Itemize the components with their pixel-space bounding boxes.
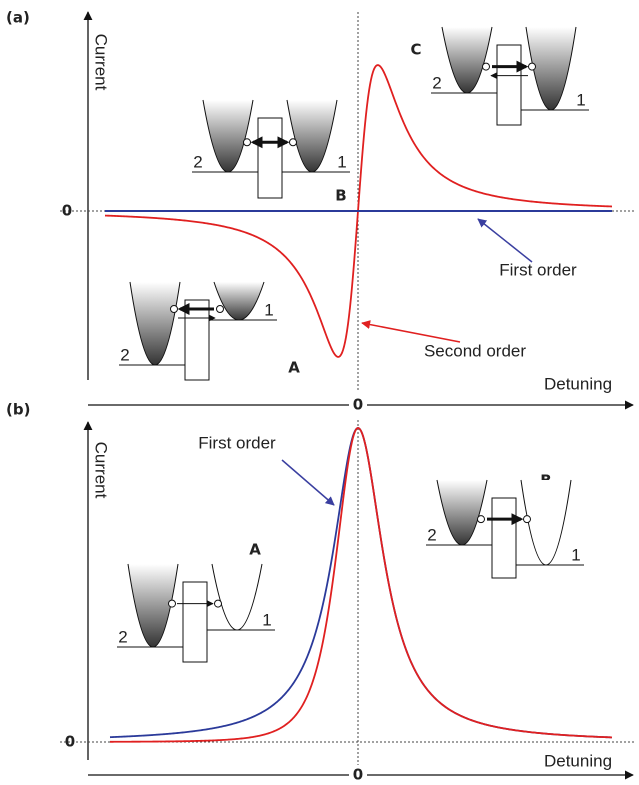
well-label: 2 [193,152,202,171]
electron [482,62,490,71]
y-zero: 0 [65,733,75,751]
potential-well [129,281,181,366]
y-axis-label: Current [92,442,111,499]
electron [216,305,224,313]
electron [214,599,222,608]
well-label: 2 [120,345,129,364]
region-label: A [249,541,261,559]
y-axis-label: Current [92,34,111,91]
electron [477,515,485,524]
panel-label: (a) [6,9,30,27]
potential-well [213,281,265,321]
electron [170,305,178,313]
second-order-curve [109,427,613,743]
electron [528,62,536,71]
x-zero: 0 [353,766,363,784]
electron [523,515,531,524]
well-label: 2 [432,73,441,92]
potential-well [286,99,338,173]
well-label: 1 [337,152,346,171]
well-label: 1 [576,90,585,109]
well-label: 2 [118,627,127,646]
well-label: 2 [427,525,436,544]
potential-well [436,479,488,546]
barrier [491,497,517,579]
barrier [496,44,522,126]
barrier [184,299,210,381]
second-order-curve [104,64,613,358]
region-label: B [335,187,346,205]
potential-well [441,26,493,94]
electron [168,599,176,608]
first-order-label: First order [198,433,276,452]
first-order-label: First order [499,260,577,279]
x-zero: 0 [353,396,363,414]
x-axis-label: Detuning [544,751,612,770]
x-axis-label: Detuning [544,374,612,393]
panel-label: (b) [6,401,30,419]
well-label: 1 [264,300,273,319]
well-label: 1 [262,610,271,629]
potential-well [211,563,263,631]
insets: 2 1 2 1 2 1 2 1 2 1 [117,26,589,663]
electron [243,138,251,147]
barrier [182,581,208,663]
barrier [257,117,283,199]
first-order-curve [109,427,613,739]
region-label: A [288,359,300,377]
y-zero: 0 [62,202,72,220]
region-label: C [410,41,421,59]
second-order-label: Second order [424,341,526,360]
electron [289,138,297,147]
panel-a: (a) Current 0 0 Detuning First order Sec… [6,9,635,414]
potential-well [202,99,254,173]
well-label: 1 [571,545,580,564]
panel-b: (b) Current 0 0 Detuning First order A B [6,401,635,784]
